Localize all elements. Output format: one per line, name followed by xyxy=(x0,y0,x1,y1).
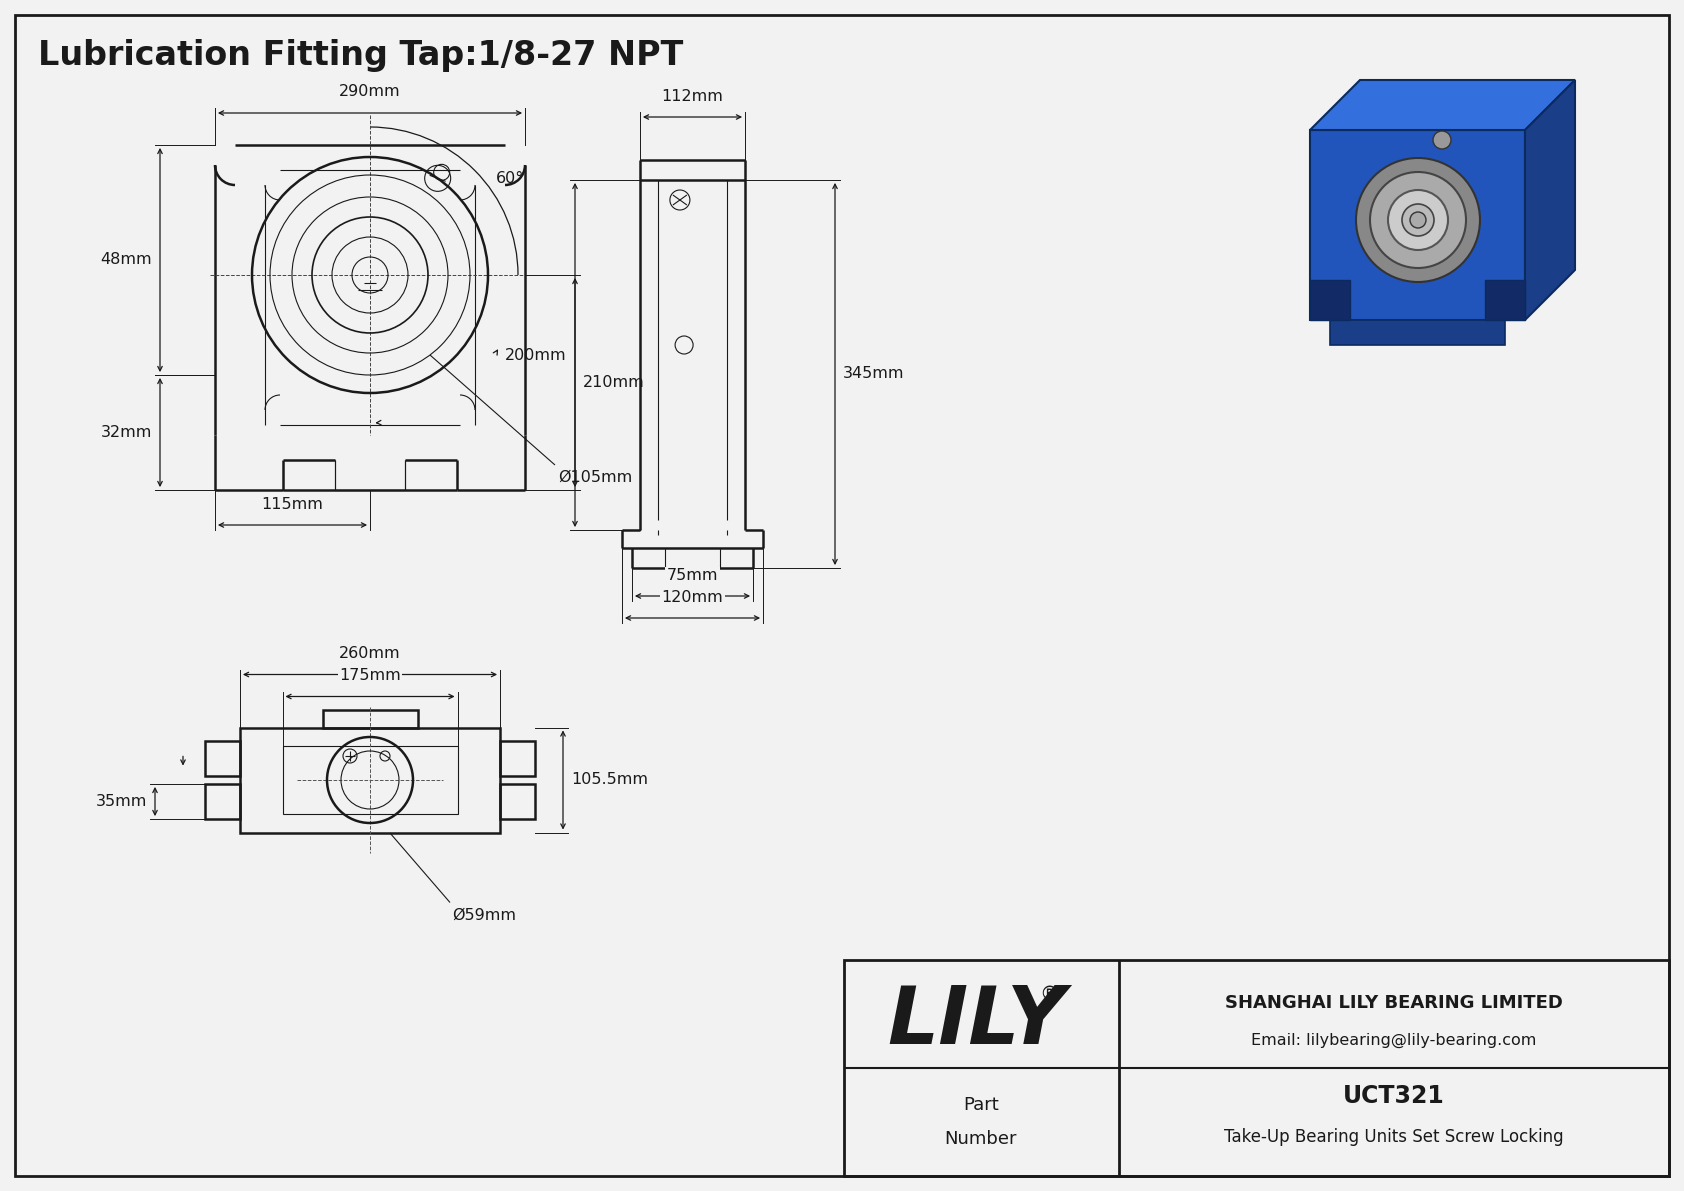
Polygon shape xyxy=(1330,320,1505,345)
Bar xyxy=(500,784,536,819)
Text: 175mm: 175mm xyxy=(338,668,401,684)
Circle shape xyxy=(1403,204,1435,236)
Circle shape xyxy=(1356,158,1480,282)
Circle shape xyxy=(1371,172,1467,268)
Text: 75mm: 75mm xyxy=(667,568,719,584)
Text: Ø59mm: Ø59mm xyxy=(451,908,515,923)
Bar xyxy=(500,741,536,777)
Text: 200mm: 200mm xyxy=(505,348,568,362)
Bar xyxy=(205,741,241,777)
Text: LILY: LILY xyxy=(887,983,1064,1061)
Text: 60°: 60° xyxy=(495,172,524,186)
Text: Take-Up Bearing Units Set Screw Locking: Take-Up Bearing Units Set Screw Locking xyxy=(1224,1128,1564,1146)
Text: Number: Number xyxy=(945,1130,1017,1148)
Bar xyxy=(283,746,458,813)
Text: 345mm: 345mm xyxy=(844,367,904,381)
Text: 105.5mm: 105.5mm xyxy=(571,773,648,787)
Polygon shape xyxy=(1310,80,1575,130)
Text: 210mm: 210mm xyxy=(583,375,645,389)
Polygon shape xyxy=(1310,130,1526,320)
Text: ®: ® xyxy=(1039,985,1059,1004)
Circle shape xyxy=(1388,191,1448,250)
Polygon shape xyxy=(1485,280,1526,320)
Circle shape xyxy=(1433,131,1452,149)
Text: 260mm: 260mm xyxy=(338,647,401,661)
Text: 32mm: 32mm xyxy=(101,425,152,439)
Text: SHANGHAI LILY BEARING LIMITED: SHANGHAI LILY BEARING LIMITED xyxy=(1224,994,1563,1012)
Text: 115mm: 115mm xyxy=(261,497,323,512)
Text: 112mm: 112mm xyxy=(662,89,724,104)
Circle shape xyxy=(1410,212,1426,227)
Text: 48mm: 48mm xyxy=(101,252,152,268)
Text: 35mm: 35mm xyxy=(96,794,147,809)
Text: UCT321: UCT321 xyxy=(1344,1084,1445,1108)
Bar xyxy=(241,728,500,833)
Bar xyxy=(844,960,1669,1176)
Text: Email: lilybearing@lily-bearing.com: Email: lilybearing@lily-bearing.com xyxy=(1251,1033,1537,1048)
Polygon shape xyxy=(1310,280,1351,320)
Text: Lubrication Fitting Tap:1/8-27 NPT: Lubrication Fitting Tap:1/8-27 NPT xyxy=(39,38,684,71)
Polygon shape xyxy=(1526,80,1575,320)
Text: Ø105mm: Ø105mm xyxy=(557,470,632,485)
Bar xyxy=(323,710,418,728)
Text: Part: Part xyxy=(963,1096,999,1114)
Text: 120mm: 120mm xyxy=(662,590,724,605)
Text: 290mm: 290mm xyxy=(338,85,401,99)
Bar xyxy=(205,784,241,819)
